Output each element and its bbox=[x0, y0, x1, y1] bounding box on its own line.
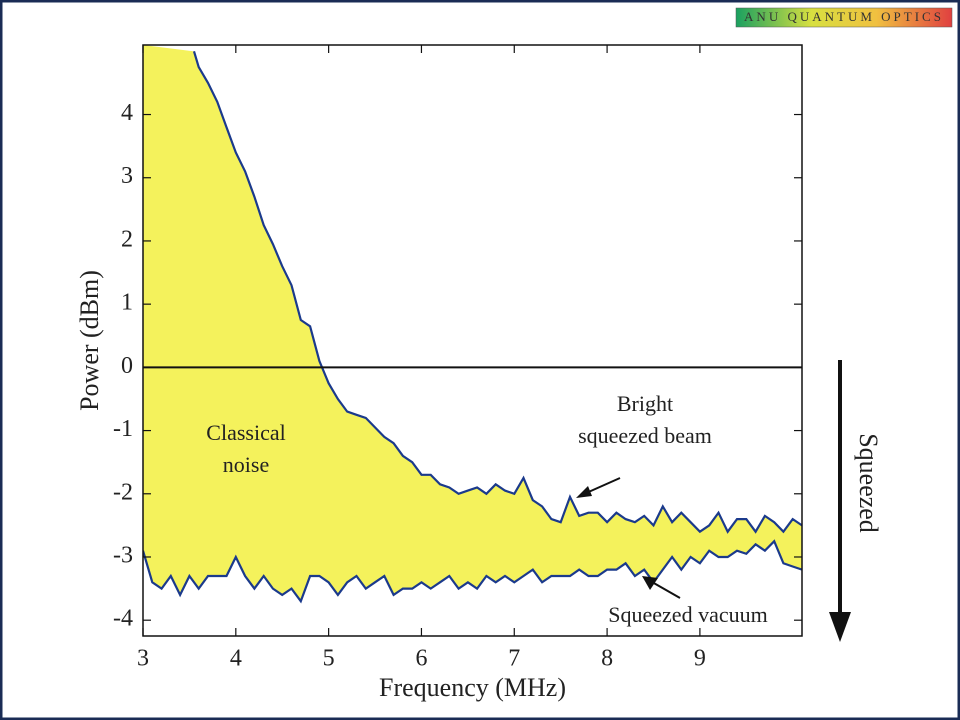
annotation: squeezed beam bbox=[578, 423, 712, 448]
annotation: Classical bbox=[206, 420, 285, 445]
side-label: Squeezed bbox=[854, 433, 883, 533]
x-tick-label: 7 bbox=[508, 646, 520, 672]
plot-area bbox=[143, 45, 802, 604]
annotation: Bright bbox=[617, 391, 673, 416]
logo-box bbox=[735, 7, 953, 28]
logo: ANU QUANTUM OPTICS bbox=[744, 9, 944, 24]
x-tick-label: 3 bbox=[137, 646, 149, 672]
y-tick-label: -3 bbox=[113, 542, 133, 568]
y-tick-label: -4 bbox=[113, 606, 133, 632]
arrow bbox=[651, 581, 681, 599]
x-tick-label: 5 bbox=[323, 646, 335, 672]
y-axis-label: Power (dBm) bbox=[75, 270, 104, 411]
data-line bbox=[143, 539, 802, 604]
data-line bbox=[192, 50, 802, 534]
x-tick-label: 9 bbox=[694, 646, 706, 672]
fill-area bbox=[143, 45, 802, 602]
x-tick-label: 4 bbox=[230, 646, 242, 672]
x-tick-label: 6 bbox=[415, 646, 427, 672]
y-tick-label: 3 bbox=[121, 163, 133, 189]
plot-border bbox=[142, 44, 803, 637]
y-tick-label: 1 bbox=[121, 290, 133, 316]
annotation: Squeezed vacuum bbox=[608, 602, 767, 627]
y-tick-label: 2 bbox=[121, 226, 133, 252]
y-tick-label: 0 bbox=[121, 353, 133, 379]
x-axis-label: Frequency (MHz) bbox=[379, 673, 566, 702]
x-tick-label: 8 bbox=[601, 646, 613, 672]
annotation: noise bbox=[223, 452, 269, 477]
y-tick-label: -2 bbox=[113, 479, 133, 505]
y-tick-label: 4 bbox=[121, 100, 133, 126]
y-tick-label: -1 bbox=[113, 416, 133, 442]
arrowhead bbox=[576, 486, 592, 498]
squeezed-arrowhead bbox=[829, 612, 851, 642]
arrowhead bbox=[642, 576, 658, 590]
